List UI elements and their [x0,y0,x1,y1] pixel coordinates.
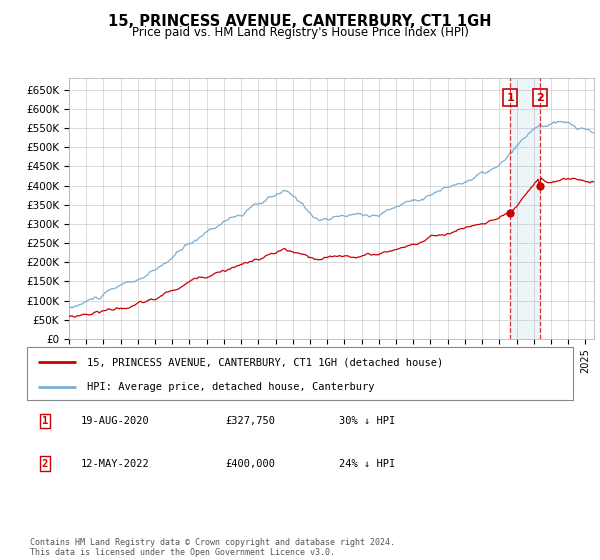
Text: 2: 2 [42,459,48,469]
Text: 2: 2 [536,92,544,102]
Text: £327,750: £327,750 [225,416,275,426]
Text: 15, PRINCESS AVENUE, CANTERBURY, CT1 1GH (detached house): 15, PRINCESS AVENUE, CANTERBURY, CT1 1GH… [87,357,443,367]
Text: Price paid vs. HM Land Registry's House Price Index (HPI): Price paid vs. HM Land Registry's House … [131,26,469,39]
Text: 12-MAY-2022: 12-MAY-2022 [81,459,150,469]
Text: Contains HM Land Registry data © Crown copyright and database right 2024.
This d: Contains HM Land Registry data © Crown c… [30,538,395,557]
Text: 30% ↓ HPI: 30% ↓ HPI [339,416,395,426]
Text: 19-AUG-2020: 19-AUG-2020 [81,416,150,426]
Text: £400,000: £400,000 [225,459,275,469]
Bar [510,78,540,339]
Text: 24% ↓ HPI: 24% ↓ HPI [339,459,395,469]
Text: 1: 1 [506,92,514,102]
Text: HPI: Average price, detached house, Canterbury: HPI: Average price, detached house, Cant… [87,382,374,392]
Text: 15, PRINCESS AVENUE, CANTERBURY, CT1 1GH: 15, PRINCESS AVENUE, CANTERBURY, CT1 1GH [108,14,492,29]
FancyBboxPatch shape [27,347,573,400]
Text: 1: 1 [42,416,48,426]
